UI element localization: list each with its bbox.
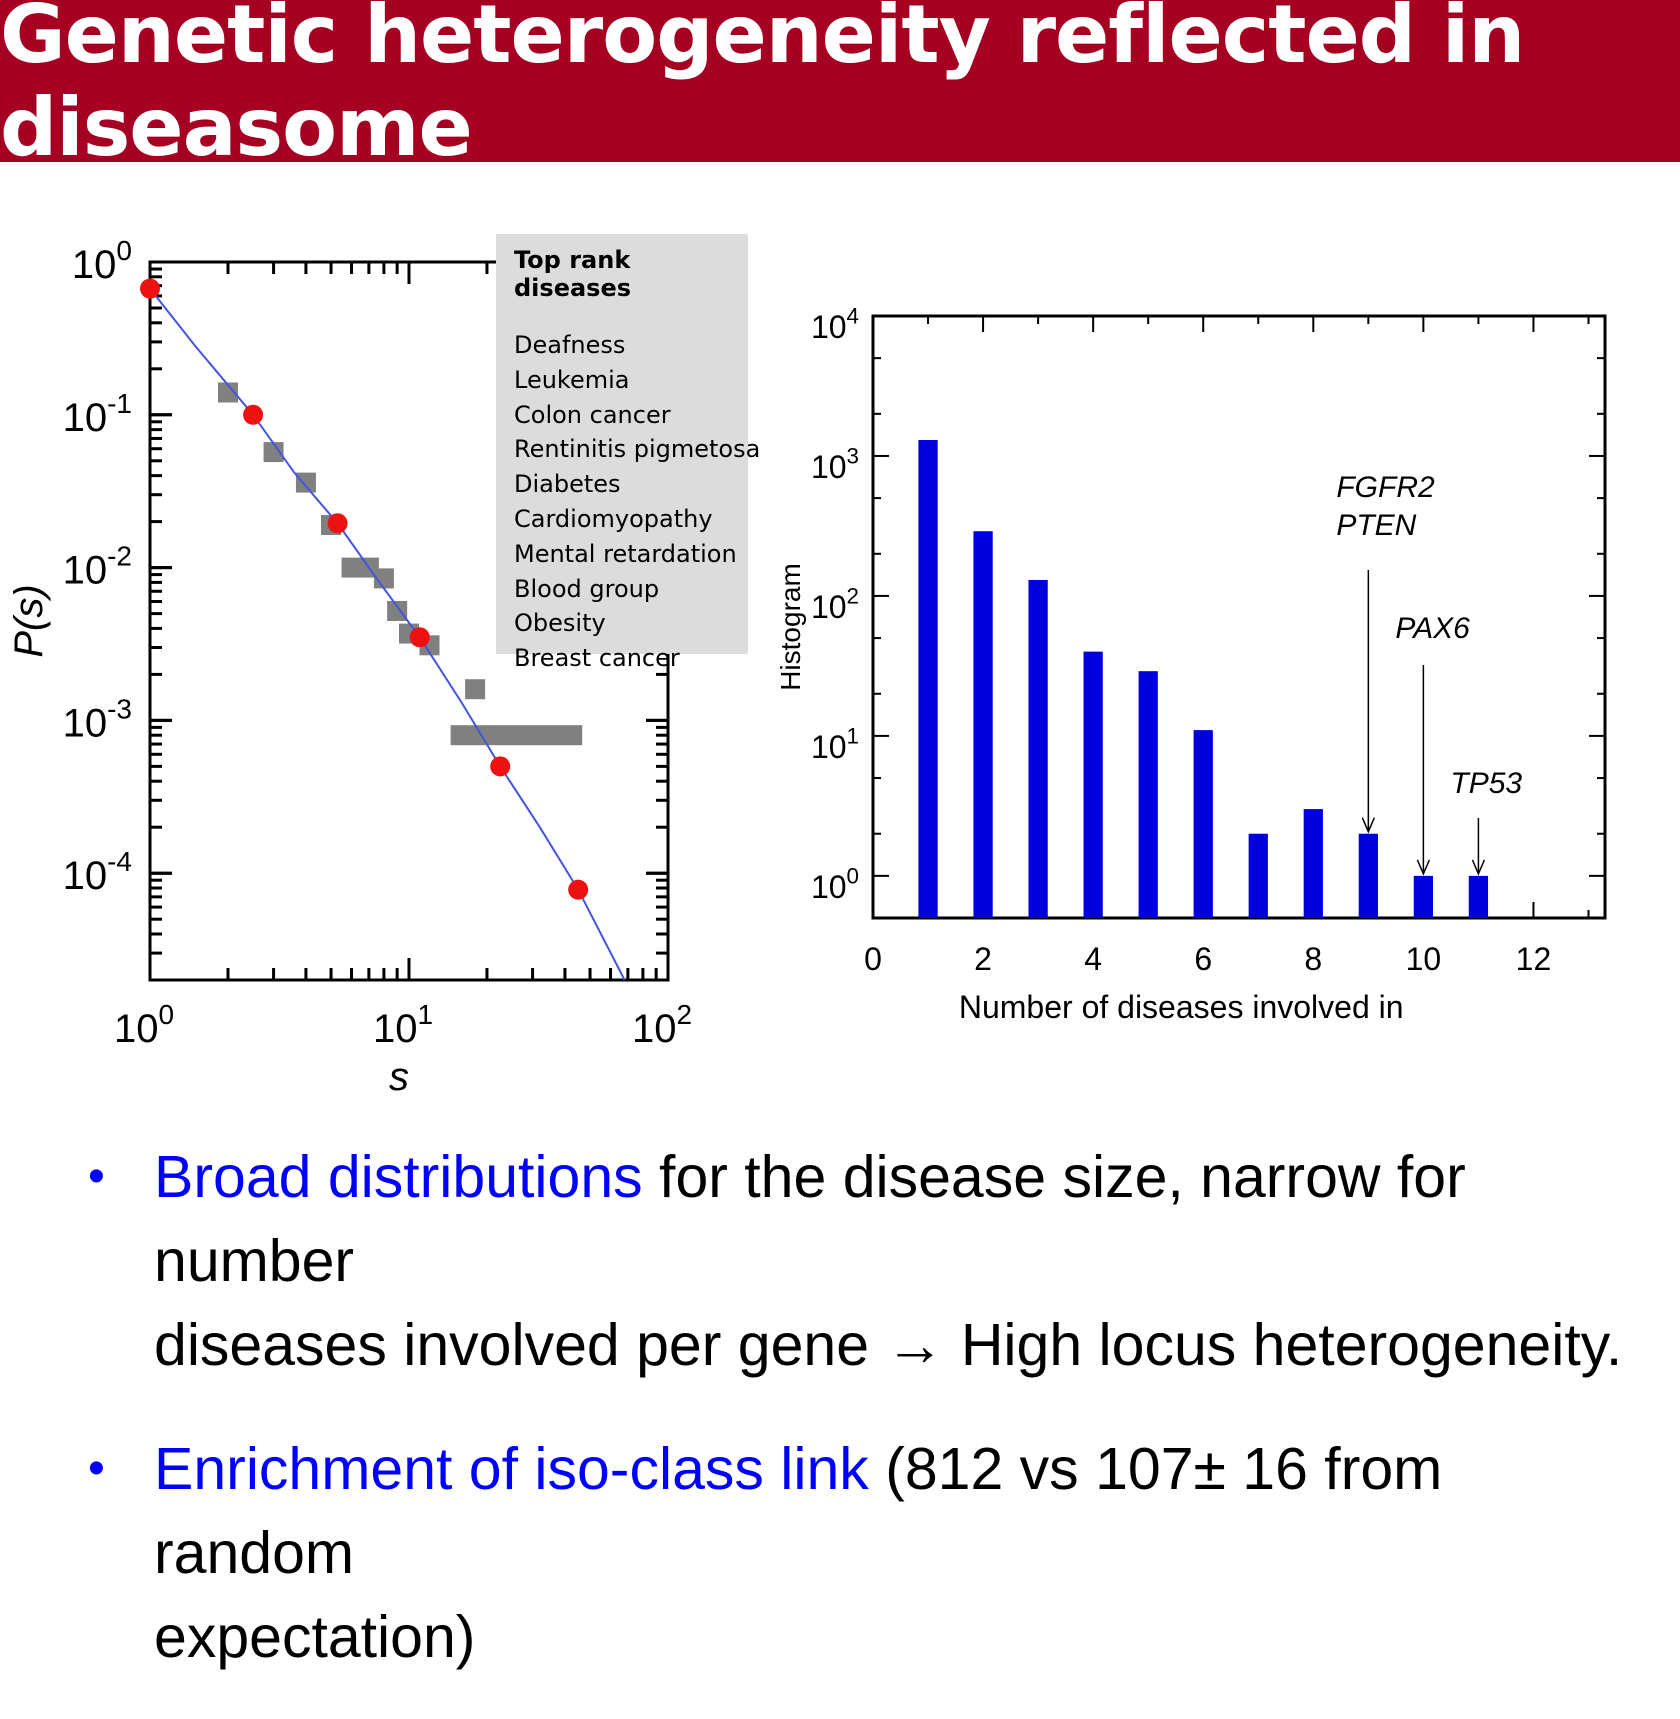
bullet-text: (812 vs 107± 16 from random <box>154 1436 1443 1586</box>
histogram-bar <box>1028 579 1048 918</box>
histogram-bar <box>1083 651 1103 918</box>
gene-annotation-label: FGFR2 <box>1336 471 1435 504</box>
gene-annotation-label: PAX6 <box>1395 612 1470 645</box>
x-tick-label: 2 <box>974 941 992 977</box>
bullet-dot-icon: • <box>88 1442 105 1495</box>
legend-item: Mental retardation <box>514 539 737 568</box>
right-chart-histogram: 0 2 4 6 8 10 12 104 103 102 101 100 Number of diseas… <box>775 304 1607 1025</box>
gray-square-marker <box>387 600 408 621</box>
red-circle-marker <box>568 879 589 900</box>
x-tick-label: 12 <box>1516 941 1552 977</box>
annotation-arrow-head <box>1471 859 1486 876</box>
y-axis-label: P(s) <box>7 584 51 657</box>
y-tick-label: 10-2 <box>63 541 132 593</box>
x-tick-label: 101 <box>373 999 433 1051</box>
gray-square-marker <box>295 472 316 493</box>
histogram-bar <box>1193 730 1213 918</box>
red-circle-marker <box>243 404 264 425</box>
gene-annotation-label: PTEN <box>1336 509 1416 542</box>
legend-item: Cardiomyopathy <box>514 504 713 533</box>
legend-item: Deafness <box>514 331 626 359</box>
annotation-arrow-head <box>1416 859 1431 876</box>
y-tick-label: 10-1 <box>63 388 132 440</box>
legend-item: Leukemia <box>514 365 630 394</box>
gray-square-marker <box>217 382 238 403</box>
bullet-highlight: Enrichment of iso-class link <box>154 1436 869 1502</box>
y-tick-label: 10-3 <box>63 693 132 745</box>
histogram-bar <box>1413 875 1434 918</box>
gene-annotation-label: TP53 <box>1450 767 1522 800</box>
y-tick-label: 102 <box>811 584 859 625</box>
bullet-item: • Broad distributions for the disease si… <box>88 1135 1648 1387</box>
legend-item: Obesity <box>514 609 606 638</box>
histogram-bar <box>973 531 993 918</box>
y-tick-label: 101 <box>811 723 859 764</box>
y-tick-label: 103 <box>811 444 859 485</box>
bullet-list: • Broad distributions for the disease si… <box>88 1135 1648 1719</box>
y-tick-label: 100 <box>811 863 859 904</box>
legend-item: Breast cancer <box>514 644 680 673</box>
bullet-item: • Enrichment of iso-class link (812 vs 1… <box>88 1427 1648 1679</box>
red-circle-marker <box>490 756 511 777</box>
histogram-bar <box>1468 875 1489 918</box>
red-circle-marker <box>409 627 430 648</box>
legend-item: Diabetes <box>514 470 621 499</box>
left-chart-psd: 100 101 102 100 10-1 10-2 10-3 10-4 s P(s) <box>7 235 692 1099</box>
y-tick-label: 104 <box>811 304 859 345</box>
histogram-bar <box>1138 671 1158 918</box>
annotation-arrow-head <box>1361 817 1376 834</box>
x-tick-label: 100 <box>114 999 174 1051</box>
y-tick-label: 100 <box>72 235 132 287</box>
legend-item: Blood group <box>514 574 660 603</box>
fit-curve <box>149 287 626 981</box>
gray-square-marker <box>341 557 362 578</box>
bullet-dot-icon: • <box>88 1150 105 1203</box>
x-tick-label: 8 <box>1304 941 1322 977</box>
histogram-bar <box>1358 833 1378 918</box>
y-axis-label: Histogram <box>775 563 806 691</box>
gray-square-marker <box>373 568 394 589</box>
gray-square-marker <box>465 679 486 700</box>
x-tick-label: 0 <box>864 941 882 977</box>
x-tick-label: 10 <box>1406 941 1442 977</box>
histogram-bar <box>1248 833 1268 918</box>
red-circle-marker <box>140 278 160 299</box>
bullet-text-line2: expectation) <box>154 1604 476 1670</box>
bullet-highlight: Broad distributions <box>154 1144 643 1210</box>
title-bar: Genetic heterogeneity reflected in disea… <box>0 0 1680 174</box>
legend-item: Rentinitis pigmetosa <box>514 435 761 464</box>
x-axis-label: s <box>389 1055 409 1099</box>
legend-title: Top rank diseases <box>514 246 632 302</box>
histogram-bar <box>1303 809 1323 918</box>
gray-square-marker <box>450 725 583 746</box>
x-tick-label: 102 <box>632 999 692 1051</box>
y-tick-label: 10-4 <box>63 846 132 898</box>
gray-square-marker <box>263 442 284 463</box>
legend-top-rank-diseases: Top rank diseases Deafness Leukemia Colo… <box>496 234 761 672</box>
plot-frame <box>871 314 1607 920</box>
x-tick-label: 6 <box>1194 941 1212 977</box>
bullet-text: for the disease size, narrow for number <box>154 1144 1466 1294</box>
x-axis-label: Number of diseases involved in <box>959 989 1404 1025</box>
red-circle-marker <box>327 513 348 534</box>
bullet-text-line2: diseases involved per gene → High locus … <box>154 1312 1623 1378</box>
slide-title: Genetic heterogeneity reflected in disea… <box>0 0 1525 174</box>
x-tick-label: 4 <box>1084 941 1102 977</box>
legend-item: Colon cancer <box>514 400 671 429</box>
histogram-bar <box>918 440 938 918</box>
